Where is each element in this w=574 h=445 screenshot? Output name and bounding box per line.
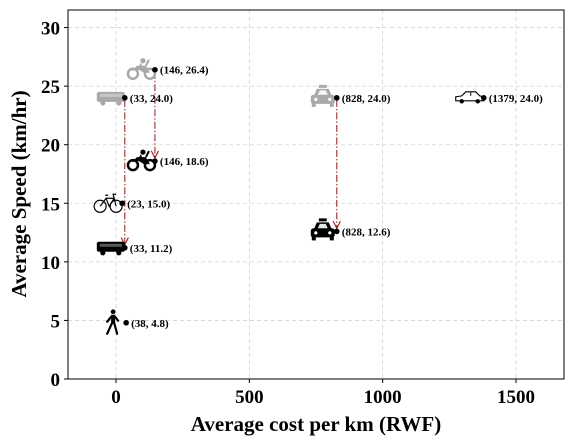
x-tick-label: 0 — [111, 387, 121, 408]
data-points: (146, 26.4) (33, 24.0) (828, 24.0) (1379, 2… — [93, 58, 543, 335]
x-tick-label: 500 — [235, 387, 264, 408]
grid-lines — [68, 10, 564, 380]
taxi-icon — [310, 218, 335, 241]
y-tick-label: 15 — [41, 194, 60, 215]
x-axis-label: Average cost per km (RWF) — [191, 412, 441, 436]
bus-icon — [96, 91, 125, 106]
data-point-label: (146, 26.4) — [160, 65, 209, 77]
motorcycle-icon — [126, 58, 157, 80]
data-point-label: (38, 4.8) — [131, 318, 169, 330]
plot-frame — [67, 9, 565, 380]
x-tick-label: 1000 — [364, 387, 402, 408]
data-point-marker — [122, 245, 128, 251]
data-point-marker — [152, 66, 158, 73]
motorcycle-icon — [126, 149, 157, 172]
data-point-label: (828, 24.0) — [342, 93, 391, 105]
data-point-marker — [152, 158, 158, 164]
y-tick-label: 30 — [41, 19, 60, 40]
data-point-label: (23, 15.0) — [127, 198, 170, 210]
data-point-label: (1379, 24.0) — [489, 93, 543, 105]
bicycle-icon — [93, 193, 123, 213]
data-point-marker — [122, 95, 128, 101]
data-point-label: (33, 24.0) — [130, 93, 173, 105]
data-point-label: (33, 11.2) — [130, 243, 173, 255]
pedestrian-icon — [106, 309, 120, 335]
bus-icon — [96, 241, 125, 256]
data-point-marker — [480, 95, 487, 101]
y-tick-label: 0 — [51, 370, 61, 391]
data-point-marker — [334, 95, 340, 101]
change-arrows — [125, 71, 337, 245]
x-tick-label: 1500 — [497, 387, 535, 408]
car-icon — [455, 91, 485, 104]
axis-ticks: 0 500 1000 1500 0 5 10 15 20 25 30 — [41, 19, 535, 408]
y-tick-label: 5 — [51, 311, 61, 332]
y-tick-label: 20 — [41, 136, 60, 157]
data-point-marker — [334, 228, 340, 235]
data-point-marker — [119, 200, 125, 207]
y-tick-label: 25 — [41, 77, 60, 98]
data-point-label: (146, 18.6) — [160, 156, 209, 168]
taxi-icon — [310, 84, 335, 107]
y-tick-label: 10 — [41, 253, 60, 274]
data-point-marker — [123, 319, 129, 326]
y-axis-label: Average Speed (km/hr) — [7, 90, 31, 297]
data-point-label: (828, 12.6) — [342, 226, 391, 238]
